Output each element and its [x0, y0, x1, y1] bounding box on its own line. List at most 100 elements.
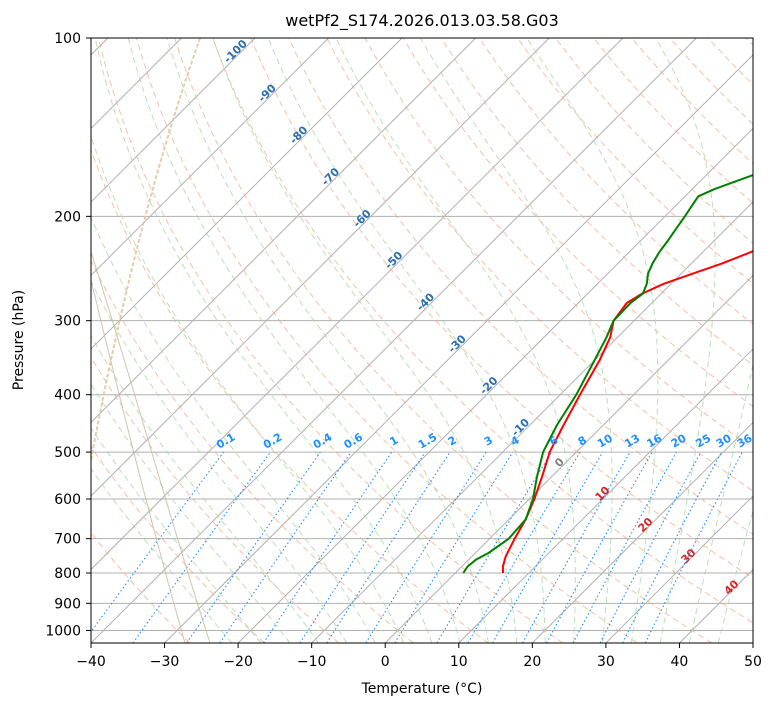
- isotherm-line: [91, 38, 624, 571]
- series-line-temperature: [501, 249, 753, 574]
- dry-adiabat-label: -20: [477, 374, 500, 397]
- dry-adiabat-line: [478, 38, 753, 325]
- mixing-ratio-label: 0.2: [261, 431, 284, 452]
- mixing-ratio-label: 13: [622, 432, 642, 451]
- isotherm-line: [91, 38, 697, 643]
- mixing-ratio-label: 10: [595, 431, 615, 450]
- y-axis-label: Pressure (hPa): [11, 290, 27, 390]
- x-tick-label: 50: [744, 654, 762, 670]
- dry-adiabat-line: [91, 446, 265, 643]
- dry-adiabat-label: -60: [351, 207, 374, 230]
- mixing-ratio-line: [599, 451, 702, 643]
- dry-adiabat-label: -40: [414, 290, 437, 313]
- mixing-ratio-label: 20: [669, 431, 689, 450]
- dry-adiabat-label: -80: [287, 123, 310, 146]
- dry-adiabat-line: [135, 38, 638, 643]
- moist-adiabat-lines: [91, 38, 753, 643]
- isotherm-line: [531, 421, 753, 643]
- moist-adiabat-label: 0: [552, 455, 567, 470]
- series-line-dewpoint: [462, 174, 753, 574]
- y-tick-label: 400: [54, 388, 81, 404]
- mixing-ratio-line: [394, 451, 514, 643]
- isotherm-lines: [91, 38, 753, 643]
- mixing-ratio-line: [263, 451, 393, 643]
- reference-curve-dashed: [91, 38, 201, 461]
- moist-adiabat-label: 20: [636, 515, 656, 535]
- x-tick-label: 0: [381, 654, 390, 670]
- mixing-ratio-label: 2: [446, 434, 459, 449]
- reference-curve: [91, 279, 186, 643]
- dry-adiabat-line: [250, 38, 753, 579]
- mixing-ratio-line: [326, 451, 451, 643]
- mixing-ratio-line: [522, 451, 631, 643]
- mixing-ratio-label: 0.1: [214, 431, 237, 452]
- mixing-ratio-label: 30: [714, 431, 734, 450]
- moist-adiabat-label: 30: [679, 546, 699, 566]
- y-tick-label: 600: [54, 492, 81, 508]
- moist-adiabat-label: 40: [722, 577, 742, 597]
- moist-adiabat-line: [655, 38, 716, 643]
- y-tick-label: 300: [54, 314, 81, 330]
- x-axis-ticks: −40 −30 −20 −10 0 10 20 30 40 50: [76, 643, 762, 670]
- profile-series: [462, 174, 753, 574]
- moist-adiabat-line: [688, 362, 753, 643]
- moist-adiabat-line: [94, 38, 433, 643]
- x-tick-label: −30: [150, 654, 180, 670]
- mixing-ratio-label: 16: [645, 431, 665, 450]
- moist-adiabat-line: [717, 508, 753, 643]
- x-tick-label: 20: [523, 654, 541, 670]
- dry-adiabat-line: [97, 38, 563, 643]
- mixing-ratio-line: [546, 451, 653, 643]
- reference-curve: [91, 251, 211, 643]
- y-tick-label: 100: [54, 31, 81, 47]
- y-tick-label: 1000: [45, 623, 81, 639]
- y-tick-label: 200: [54, 209, 81, 225]
- y-tick-label: 500: [54, 445, 81, 461]
- line-labels: -100-90-80-70-60-50-40-30-20-100.1 0.2 0.4…: [214, 37, 755, 598]
- mixing-ratio-line: [219, 451, 352, 643]
- moist-adiabat-line: [91, 134, 405, 643]
- mixing-ratio-label: 36: [735, 431, 755, 450]
- mixing-ratio-lines: [91, 451, 743, 643]
- dry-adiabat-line: [91, 531, 191, 643]
- y-tick-label: 900: [54, 596, 81, 612]
- mixing-ratio-label: 1: [387, 434, 400, 449]
- mixing-ratio-line: [436, 451, 553, 643]
- pressure-grid: [91, 38, 753, 631]
- dry-adiabat-line: [174, 38, 713, 643]
- dry-adiabat-line: [745, 38, 753, 46]
- moist-adiabat-line: [267, 38, 546, 643]
- dry-adiabat-label: -90: [256, 81, 279, 104]
- dry-adiabat-line: [91, 259, 414, 643]
- dry-adiabat-lines: [91, 38, 753, 643]
- isotherm-line: [91, 38, 256, 203]
- y-tick-label: 800: [54, 566, 81, 582]
- moist-adiabat-line: [91, 467, 233, 643]
- mixing-ratio-line: [91, 451, 225, 633]
- moist-adiabat-line: [526, 38, 659, 643]
- moist-adiabat-line: [91, 426, 262, 643]
- mixing-ratio-label: 0.4: [311, 430, 335, 451]
- dry-adiabat-line: [516, 38, 753, 285]
- dry-adiabat-line: [212, 38, 753, 624]
- mixing-ratio-label: 0.6: [342, 430, 366, 451]
- dry-adiabat-label: -70: [319, 165, 342, 188]
- isotherm-line: [311, 201, 753, 643]
- dry-adiabat-line: [91, 148, 489, 643]
- mixing-ratio-label: 1.5: [416, 431, 439, 452]
- x-tick-label: −10: [297, 654, 327, 670]
- moist-adiabat-line: [335, 38, 576, 643]
- dry-adiabat-label: -50: [382, 249, 405, 272]
- isotherm-line: [91, 38, 550, 497]
- dry-adiabat-label: -100: [221, 37, 250, 66]
- moist-adiabat-line: [166, 38, 489, 643]
- isotherm-line: [384, 274, 753, 643]
- plot-frame: [90, 37, 754, 644]
- mixing-ratio-line: [572, 451, 677, 643]
- mixing-ratio-line: [132, 451, 271, 643]
- plot-area: -100-90-80-70-60-50-40-30-20-100.1 0.2 0.4…: [91, 37, 755, 643]
- dry-adiabat-line: [91, 356, 340, 643]
- isotherm-line: [458, 348, 753, 643]
- isotherm-line: [237, 127, 753, 643]
